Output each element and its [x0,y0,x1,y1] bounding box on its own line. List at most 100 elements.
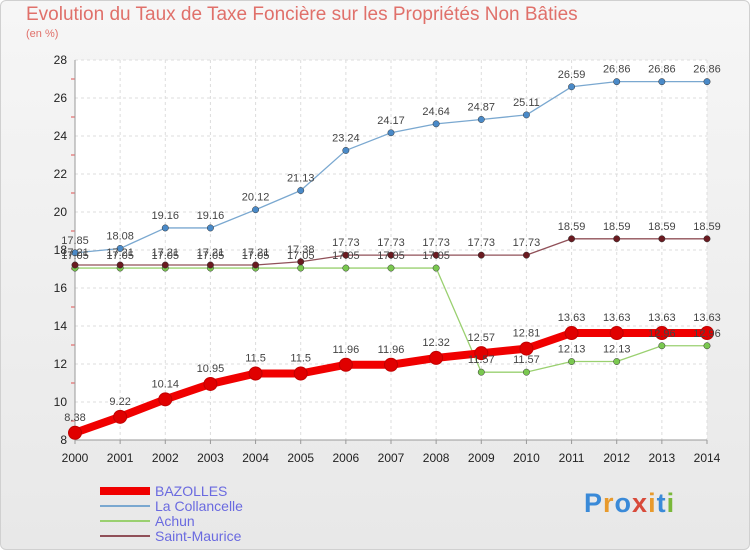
x-tick-label: 2007 [378,451,405,465]
data-point-saint-maurice [703,235,711,243]
data-label-bazolles: 13.63 [558,312,586,324]
data-point-achun [342,264,350,272]
data-point-saint-maurice [71,261,79,269]
chart-subtitle: (en %) [26,28,59,40]
data-label-la-collancelle: 26.86 [648,64,676,76]
x-tick-label: 2004 [242,451,269,465]
data-label-achun: 12.13 [603,344,631,356]
data-label-la-collancelle: 19.16 [197,210,225,222]
data-label-la-collancelle: 18.08 [106,230,134,242]
data-point-achun [522,368,530,376]
axes: 8 10 12 14 16 18 20 22 24 26 28 2000 2001 2002 2003 200… [54,53,721,465]
data-label-saint-maurice: 18.59 [693,221,721,233]
data-label-bazolles: 13.63 [693,312,721,324]
data-label-saint-maurice: 17.73 [513,237,541,249]
grid-lines [74,59,708,441]
y-tick-label: 10 [54,395,68,409]
data-point-bazolles [519,341,534,356]
data-label-saint-maurice: 17.21 [197,247,225,259]
proxiti-logo: Proxiti [584,488,675,519]
data-label-bazolles: 13.63 [648,312,676,324]
legend-label: Achun [155,513,195,529]
plot-area [75,60,707,440]
data-point-la-collancelle [703,78,711,86]
y-tick-label: 24 [54,129,68,143]
data-point-la-collancelle [71,249,79,257]
y-tick-label: 28 [54,53,68,67]
data-point-la-collancelle [206,224,214,232]
logo-letter: t [656,488,667,518]
data-point-bazolles [248,366,263,381]
data-label-achun: 11.57 [513,354,540,366]
data-point-saint-maurice [522,251,530,259]
data-point-la-collancelle [297,187,305,194]
data-label-la-collancelle: 21.13 [287,173,315,185]
data-point-saint-maurice [432,251,440,259]
data-label-la-collancelle: 26.86 [693,64,721,76]
legend-label: La Collancelle [155,498,243,514]
data-point-la-collancelle [568,83,576,91]
data-label-achun: 17.05 [242,250,270,262]
data-label-la-collancelle: 24.17 [377,115,405,127]
data-point-achun [477,368,485,376]
data-point-saint-maurice [116,261,124,269]
data-point-saint-maurice [206,261,214,269]
data-label-la-collancelle: 24.87 [468,101,496,113]
data-label-bazolles: 8.38 [64,412,85,424]
data-point-saint-maurice [161,261,169,269]
data-label-saint-maurice: 18.59 [603,221,631,233]
data-point-bazolles [429,350,444,365]
data-point-saint-maurice [297,258,305,266]
data-point-bazolles [293,366,308,381]
x-tick-label: 2005 [287,451,314,465]
legend-swatch [100,535,150,537]
logo-letter: i [648,488,657,518]
data-point-achun [703,342,711,350]
legend-swatch [100,520,150,522]
data-point-la-collancelle [116,245,124,252]
data-label-saint-maurice: 17.21 [152,247,180,259]
y-tick-label: 16 [54,281,68,295]
data-point-la-collancelle [477,116,485,123]
data-label-bazolles: 11.5 [290,353,311,365]
data-label-saint-maurice: 17.21 [61,247,89,259]
data-label-bazolles: 12.57 [468,332,496,344]
legend-item-achun: Achun [100,514,360,529]
data-label-achun: 11.57 [468,354,495,366]
x-tick-label: 2011 [559,451,585,465]
data-point-achun [568,358,576,365]
data-label-saint-maurice: 17.21 [106,247,134,259]
data-point-achun [432,264,440,272]
data-label-bazolles: 12.32 [422,337,450,349]
data-point-achun [613,358,621,365]
legend-item-bazolles: BAZOLLES [100,484,360,499]
data-point-bazolles [700,326,714,341]
data-point-bazolles [113,409,128,424]
data-label-bazolles: 9.22 [109,396,130,408]
data-label-achun: 17.05 [377,250,405,262]
x-tick-label: 2014 [694,451,721,465]
data-label-achun: 12.96 [693,328,721,340]
x-tick-label: 2009 [468,451,495,465]
data-label-achun: 17.05 [422,250,450,262]
x-tick-label: 2002 [152,451,179,465]
data-label-bazolles: 13.63 [603,312,631,324]
data-label-la-collancelle: 26.59 [558,69,586,81]
data-point-saint-maurice [387,251,395,259]
data-label-saint-maurice: 17.73 [468,237,496,249]
logo-letter: x [632,488,649,518]
data-point-la-collancelle [161,224,169,232]
data-point-la-collancelle [387,129,395,137]
data-point-la-collancelle [432,120,440,128]
data-point-bazolles [609,326,624,341]
data-point-bazolles [68,425,82,440]
y-tick-label: 22 [54,167,68,181]
data-point-bazolles [474,346,489,361]
data-label-saint-maurice: 18.59 [558,221,586,233]
data-point-bazolles [564,326,579,341]
data-point-bazolles [158,392,173,407]
data-label-achun: 17.05 [287,250,315,262]
x-tick-label: 2003 [197,451,224,465]
y-tick-label: 8 [60,433,67,447]
